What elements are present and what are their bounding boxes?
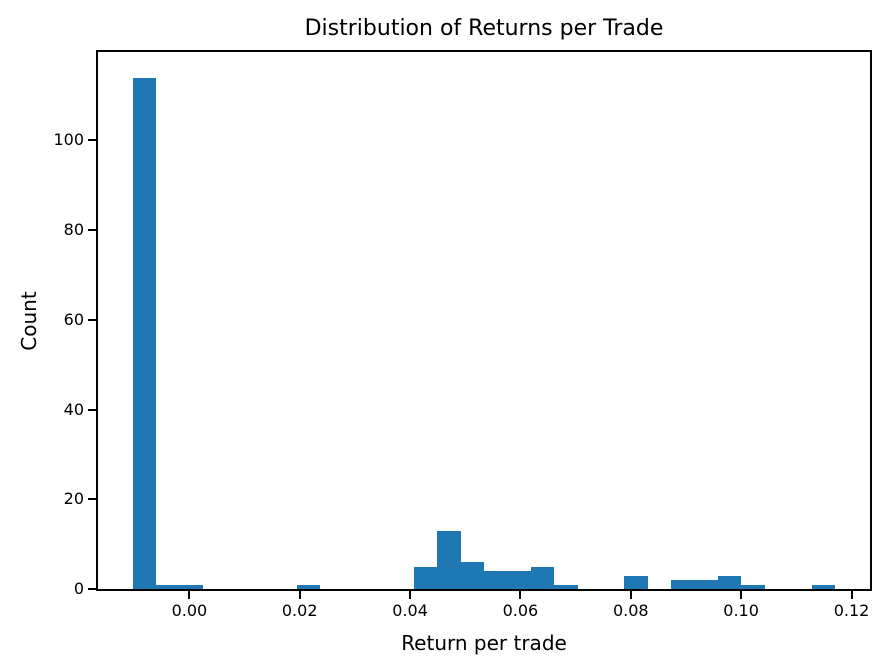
histogram-bar <box>156 584 180 589</box>
x-tick-label: 0.02 <box>281 601 318 620</box>
y-tick-mark <box>88 139 96 142</box>
y-tick-mark <box>88 229 96 232</box>
y-tick-label: 20 <box>63 489 84 509</box>
histogram-bar <box>437 530 461 589</box>
y-tick-mark <box>88 408 96 411</box>
histogram-bar <box>530 566 555 589</box>
histogram-bar <box>717 575 742 589</box>
x-tick-mark <box>409 591 412 599</box>
histogram-bar <box>694 580 718 589</box>
histogram-bar <box>624 575 648 589</box>
y-tick-label: 40 <box>63 399 84 419</box>
x-tick-label: 0.08 <box>612 601 649 620</box>
x-tick-label: 0.00 <box>171 601 208 620</box>
x-tick-mark <box>629 591 632 599</box>
histogram-bar <box>741 584 765 589</box>
histogram-bar <box>413 566 438 589</box>
histogram-bar <box>179 584 204 589</box>
histogram-bar <box>671 580 695 589</box>
x-tick-mark <box>740 591 743 599</box>
y-tick-mark <box>88 588 96 590</box>
x-tick-mark <box>519 591 522 599</box>
x-tick-mark <box>298 591 301 599</box>
y-tick-label: 0 <box>73 579 84 598</box>
histogram-bar <box>133 77 157 589</box>
x-axis-label: Return per trade <box>401 631 567 655</box>
histogram-bar <box>507 571 531 589</box>
y-tick-label: 60 <box>63 309 84 329</box>
x-tick-label: 0.06 <box>502 601 539 620</box>
histogram-bar <box>811 584 835 589</box>
y-tick-label: 100 <box>53 130 84 150</box>
x-tick-label: 0.10 <box>723 601 759 620</box>
histogram-bar <box>554 584 578 589</box>
plot-area <box>96 50 872 591</box>
x-tick-mark <box>188 591 191 599</box>
histogram-bar <box>460 562 484 589</box>
chart-title: Distribution of Returns per Trade <box>304 16 664 41</box>
histogram-bar <box>484 571 508 589</box>
y-tick-label: 80 <box>63 220 84 240</box>
x-tick-label: 0.12 <box>833 601 870 620</box>
x-tick-mark <box>850 591 853 599</box>
y-tick-mark <box>88 498 96 501</box>
y-tick-mark <box>88 318 96 321</box>
histogram-bar <box>296 584 321 589</box>
x-tick-label: 0.04 <box>392 601 428 620</box>
